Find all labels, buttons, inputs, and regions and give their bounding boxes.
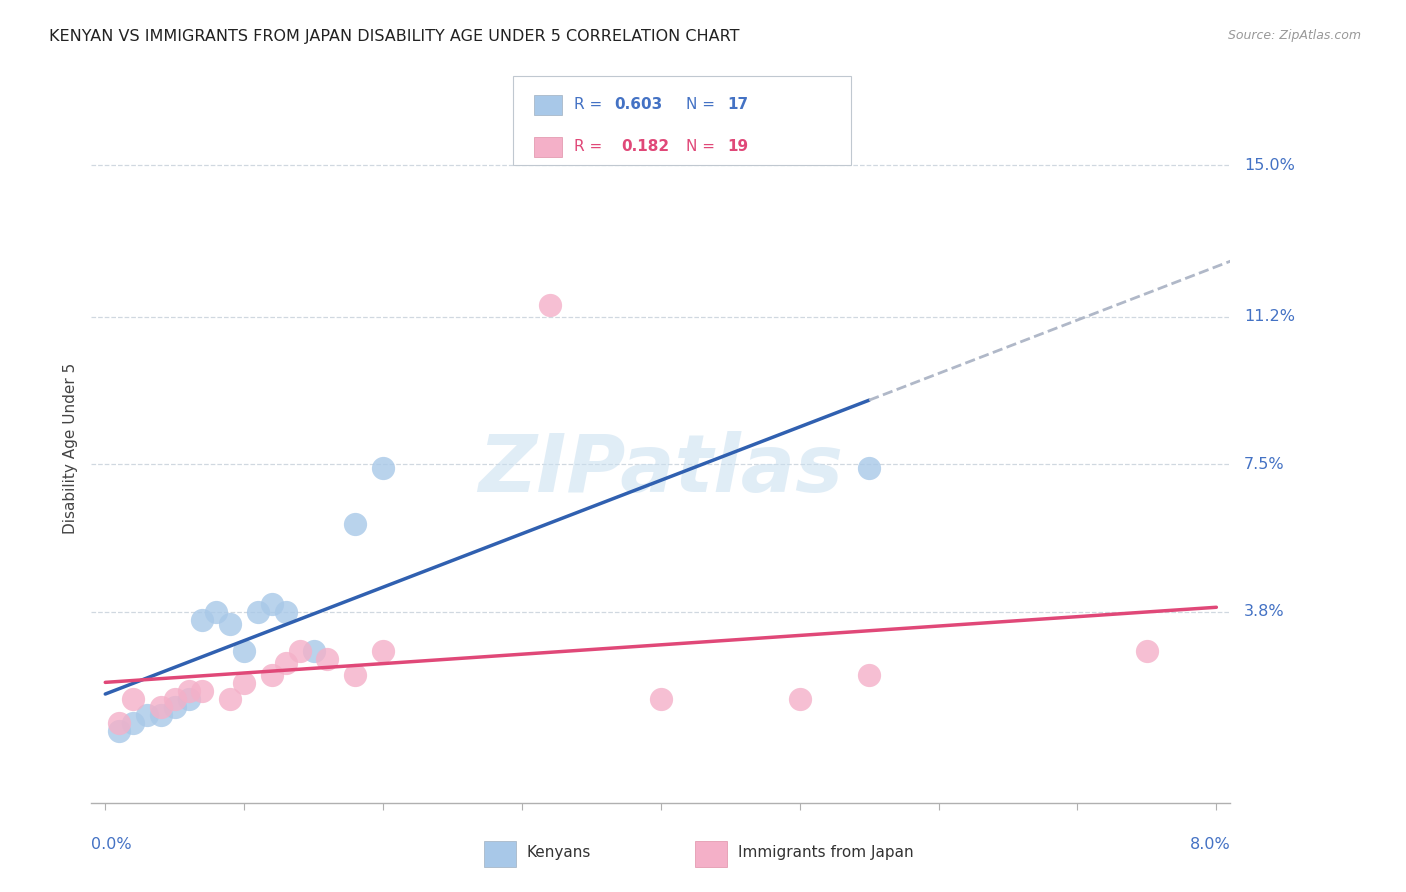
Text: 19: 19	[727, 139, 748, 153]
Point	[858, 668, 880, 682]
Y-axis label: Disability Age Under 5: Disability Age Under 5	[62, 363, 77, 533]
Point	[1136, 644, 1159, 658]
Point	[122, 692, 145, 706]
Text: 0.0%: 0.0%	[91, 837, 132, 852]
Point	[219, 692, 242, 706]
Point	[858, 461, 880, 475]
Text: 0.603: 0.603	[614, 97, 662, 112]
Point	[163, 692, 186, 706]
Point	[344, 668, 367, 682]
Text: 15.0%: 15.0%	[1244, 158, 1295, 173]
Text: Immigrants from Japan: Immigrants from Japan	[738, 845, 914, 860]
Point	[538, 298, 561, 312]
Text: 7.5%: 7.5%	[1244, 457, 1285, 472]
Point	[650, 692, 672, 706]
Text: 8.0%: 8.0%	[1189, 837, 1230, 852]
Point	[344, 516, 367, 531]
Point	[233, 676, 256, 690]
Point	[274, 605, 297, 619]
Bar	[484, 841, 516, 867]
Point	[191, 613, 214, 627]
Point	[371, 461, 394, 475]
Text: Kenyans: Kenyans	[526, 845, 591, 860]
Point	[122, 716, 145, 731]
Point	[136, 708, 159, 723]
Point	[233, 644, 256, 658]
Bar	[695, 841, 727, 867]
Point	[288, 644, 311, 658]
Point	[371, 644, 394, 658]
Point	[163, 700, 186, 714]
Point	[205, 605, 228, 619]
Point	[177, 684, 200, 698]
Point	[177, 692, 200, 706]
Text: N =: N =	[686, 97, 720, 112]
Point	[247, 605, 270, 619]
Text: ZIPatlas: ZIPatlas	[478, 431, 844, 508]
Text: 11.2%: 11.2%	[1244, 310, 1295, 325]
Text: N =: N =	[686, 139, 720, 153]
Text: Source: ZipAtlas.com: Source: ZipAtlas.com	[1227, 29, 1361, 42]
Point	[274, 657, 297, 671]
Point	[302, 644, 325, 658]
Point	[219, 616, 242, 631]
Text: KENYAN VS IMMIGRANTS FROM JAPAN DISABILITY AGE UNDER 5 CORRELATION CHART: KENYAN VS IMMIGRANTS FROM JAPAN DISABILI…	[49, 29, 740, 44]
Point	[191, 684, 214, 698]
Point	[316, 652, 339, 666]
Point	[149, 700, 172, 714]
Point	[108, 724, 131, 739]
Text: R =: R =	[574, 139, 612, 153]
Point	[789, 692, 811, 706]
Text: 17: 17	[727, 97, 748, 112]
Point	[149, 708, 172, 723]
Text: R =: R =	[574, 97, 607, 112]
Point	[260, 597, 283, 611]
Point	[108, 716, 131, 731]
Text: 3.8%: 3.8%	[1244, 604, 1285, 619]
Text: 0.182: 0.182	[621, 139, 669, 153]
Point	[260, 668, 283, 682]
